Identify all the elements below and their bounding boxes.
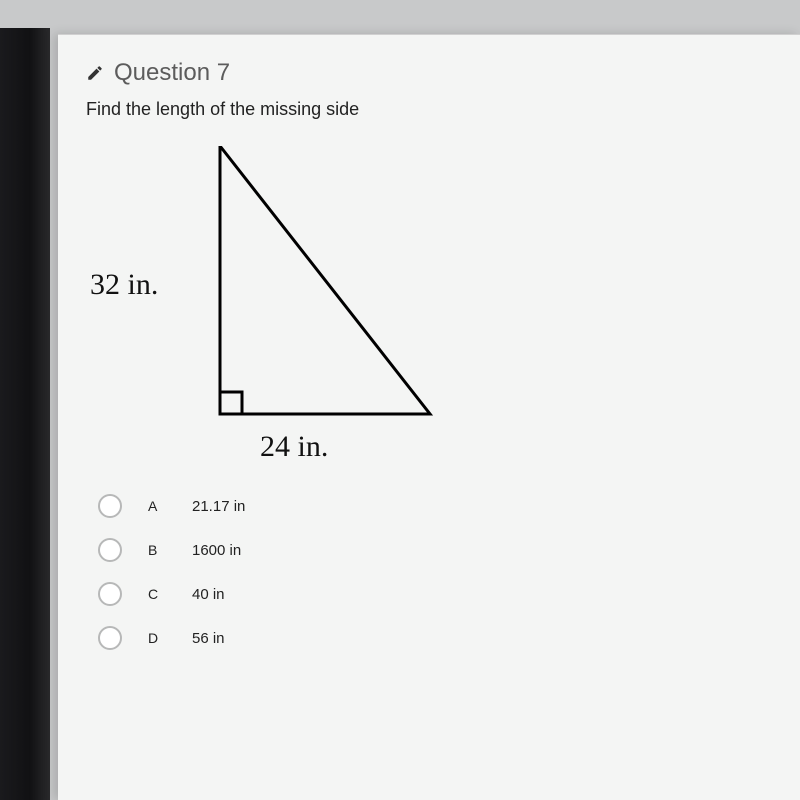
option-text: 56 in: [192, 630, 225, 647]
pencil-icon: [86, 64, 104, 82]
radio-icon[interactable]: [98, 538, 122, 562]
option-d[interactable]: D 56 in: [98, 616, 772, 660]
question-card: Question 7 Find the length of the missin…: [58, 34, 800, 800]
answer-options: A 21.17 in B 1600 in C 40 in D 56 in: [98, 484, 772, 660]
option-letter: A: [148, 498, 166, 514]
radio-icon[interactable]: [98, 582, 122, 606]
question-header: Question 7: [86, 59, 772, 87]
question-number: Question 7: [114, 59, 230, 87]
vertical-leg-label: 32 in.: [90, 268, 158, 302]
question-prompt: Find the length of the missing side: [86, 99, 772, 120]
radio-icon[interactable]: [98, 494, 122, 518]
option-a[interactable]: A 21.17 in: [98, 484, 772, 528]
right-triangle-svg: [198, 146, 448, 436]
option-letter: C: [148, 586, 166, 602]
option-c[interactable]: C 40 in: [98, 572, 772, 616]
option-b[interactable]: B 1600 in: [98, 528, 772, 572]
triangle-figure: 32 in. 24 in.: [90, 140, 450, 470]
option-letter: B: [148, 542, 166, 558]
radio-icon[interactable]: [98, 626, 122, 650]
option-text: 1600 in: [192, 542, 241, 559]
left-dark-strip: [0, 28, 50, 800]
option-text: 21.17 in: [192, 498, 245, 515]
option-letter: D: [148, 630, 166, 646]
horizontal-leg-label: 24 in.: [260, 430, 328, 464]
option-text: 40 in: [192, 586, 225, 603]
